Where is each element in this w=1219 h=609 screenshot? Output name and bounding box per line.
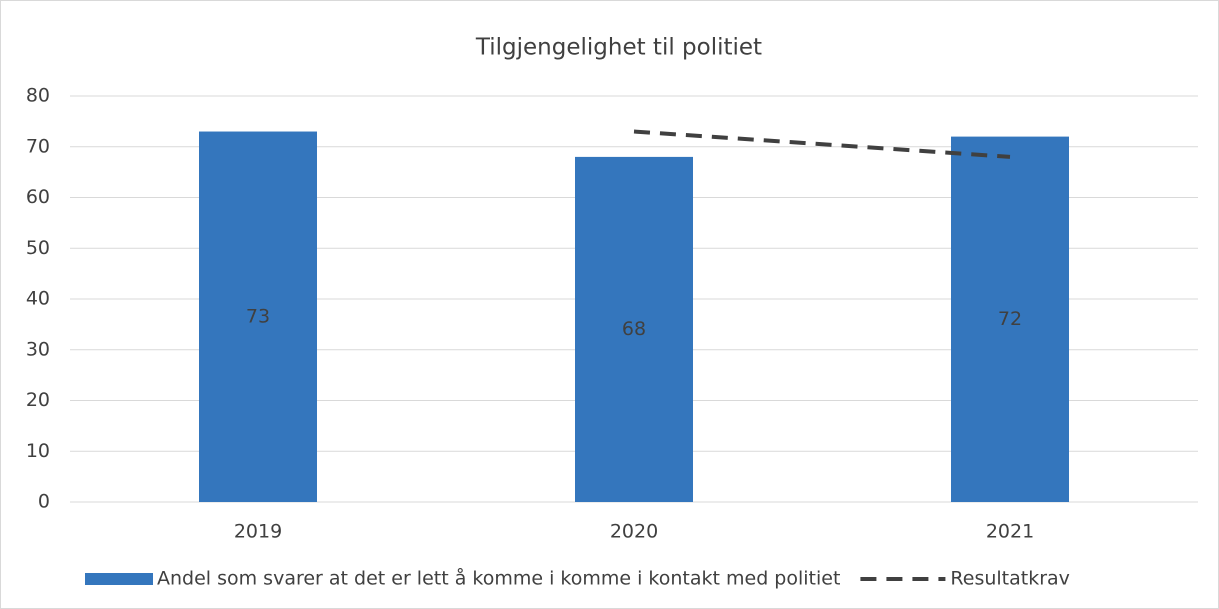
- data-label: 72: [998, 308, 1022, 330]
- y-tick-label: 80: [26, 85, 50, 107]
- y-tick-label: 20: [26, 389, 50, 411]
- x-tick-label: 2019: [234, 521, 282, 543]
- y-tick-label: 40: [26, 288, 50, 310]
- bar: [199, 131, 317, 502]
- y-tick-label: 0: [38, 491, 50, 513]
- y-tick-label: 70: [26, 135, 50, 157]
- y-tick-label: 10: [26, 440, 50, 462]
- legend-label: Resultatkrav: [950, 568, 1070, 590]
- y-tick-label: 30: [26, 338, 50, 360]
- legend-swatch: [85, 573, 153, 585]
- data-label: 68: [622, 318, 646, 340]
- x-tick-label: 2021: [986, 521, 1034, 543]
- x-tick-label: 2020: [610, 521, 658, 543]
- line: [633, 129, 1011, 159]
- y-tick-label: 60: [26, 186, 50, 208]
- data-label: 73: [246, 305, 270, 327]
- y-tick-label: 50: [26, 237, 50, 259]
- bar: [951, 136, 1069, 502]
- bar: [575, 156, 693, 502]
- chart-title: Tilgjengelighet til politiet: [475, 35, 762, 61]
- legend-label: Andel som svarer at det er lett å komme …: [157, 567, 840, 590]
